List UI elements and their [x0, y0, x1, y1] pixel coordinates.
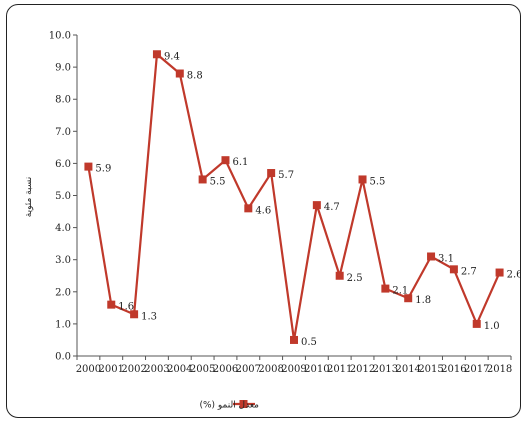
data-label: 2.5	[347, 273, 363, 284]
x-tick-label: 2009	[281, 364, 306, 375]
y-tick-label: 3.0	[55, 255, 71, 266]
x-tick-label: 2007	[236, 364, 261, 375]
data-label: 1.6	[118, 302, 134, 313]
chart-frame: 0.0 1.0 2.0 3.0 4.0 5.0 6.0 7.0 8.0 9.0 10.0 2000 2…	[6, 4, 521, 418]
x-tick-label: 2010	[304, 364, 329, 375]
x-tick-label: 2000	[76, 364, 101, 375]
y-tick-label: 2.0	[55, 287, 71, 298]
x-tick-label: 2002	[121, 364, 146, 375]
data-point-marker	[381, 284, 390, 293]
legend: معدل النمو (%)	[199, 400, 259, 411]
data-point-marker	[404, 294, 413, 303]
data-point-marker	[152, 50, 161, 59]
y-tick-label: 1.0	[55, 319, 71, 330]
line-chart: 0.01.02.03.04.05.06.07.08.09.010.0 20002…	[24, 31, 521, 411]
data-label: 8.8	[187, 71, 203, 82]
x-tick-label: 2005	[190, 364, 215, 375]
data-label: 5.7	[278, 170, 294, 181]
y-tick-label: 4.0	[55, 223, 71, 234]
x-tick-label: 2014	[395, 364, 420, 375]
data-label: 2.1	[392, 286, 408, 297]
data-point-marker	[130, 310, 139, 319]
data-point-marker	[335, 271, 344, 280]
data-point-marker	[427, 252, 436, 261]
x-tick-label: 2004	[167, 364, 192, 375]
x-tick-labels: 2000200120022003200420052006200720082009…	[76, 364, 513, 375]
data-point-marker	[312, 201, 321, 210]
data-label: 5.5	[210, 176, 226, 187]
x-tick-label: 2013	[373, 364, 398, 375]
data-point-marker	[84, 162, 93, 171]
x-tick-label: 2008	[258, 364, 283, 375]
x-tick-label: 2001	[99, 364, 124, 375]
y-tick-label: 7.0	[55, 127, 71, 138]
data-label: 1.3	[141, 311, 157, 322]
x-tick-label: 2015	[418, 364, 443, 375]
data-label: 3.1	[438, 253, 454, 264]
data-label: 2.7	[461, 266, 477, 277]
series-line-group	[87, 52, 501, 341]
data-label: 9.4	[164, 51, 180, 62]
data-label: 4.6	[255, 205, 271, 216]
legend-marker-swatch	[239, 400, 248, 408]
y-tick-label: 0.0	[55, 352, 71, 363]
data-point-marker	[495, 268, 504, 277]
data-label: 4.7	[324, 202, 340, 213]
x-tick-label: 2006	[213, 364, 238, 375]
data-label: 1.8	[415, 295, 431, 306]
data-point-marker	[267, 169, 276, 178]
y-tick-label: 6.0	[55, 159, 71, 170]
data-point-marker	[358, 175, 367, 184]
data-label: 1.0	[484, 321, 500, 332]
data-label: 5.5	[370, 176, 386, 187]
data-point-marker	[244, 204, 253, 213]
data-label: 5.9	[95, 164, 111, 175]
x-tick-label: 2017	[464, 364, 489, 375]
data-point-marker	[107, 300, 116, 309]
data-label: 2.6	[507, 270, 521, 281]
y-tick-label: 10.0	[49, 31, 71, 42]
x-tick-label: 2011	[327, 364, 352, 375]
legend-label: معدل النمو (%)	[199, 401, 259, 411]
x-tick-label: 2012	[350, 364, 375, 375]
x-tick-label: 2003	[144, 364, 169, 375]
series-data-labels: 5.9 1.6 1.3 9.4 8.8 5.5 6.1 4.6 5.7 0.5 4.7 2.5 5.5 2…	[95, 51, 521, 348]
data-point-marker	[472, 319, 481, 328]
y-axis-title: نسبة مئوية	[24, 177, 34, 217]
y-tick-label: 5.0	[55, 191, 71, 202]
data-label: 6.1	[232, 157, 248, 168]
data-point-marker	[198, 175, 207, 184]
series-line	[87, 52, 501, 341]
data-label: 0.5	[301, 337, 317, 348]
data-point-marker	[221, 156, 230, 165]
data-point-marker	[449, 265, 458, 274]
y-tick-label: 9.0	[55, 63, 71, 74]
x-tick-label: 2016	[441, 364, 466, 375]
x-tick-label: 2018	[487, 364, 512, 375]
data-point-marker	[175, 69, 184, 78]
y-tick-label: 8.0	[55, 95, 71, 106]
axes-group	[73, 34, 512, 360]
data-point-marker	[290, 335, 298, 344]
series-markers	[84, 50, 504, 344]
y-tick-labels: 0.0 1.0 2.0 3.0 4.0 5.0 6.0 7.0 8.0 9.0 10.0	[49, 31, 71, 363]
